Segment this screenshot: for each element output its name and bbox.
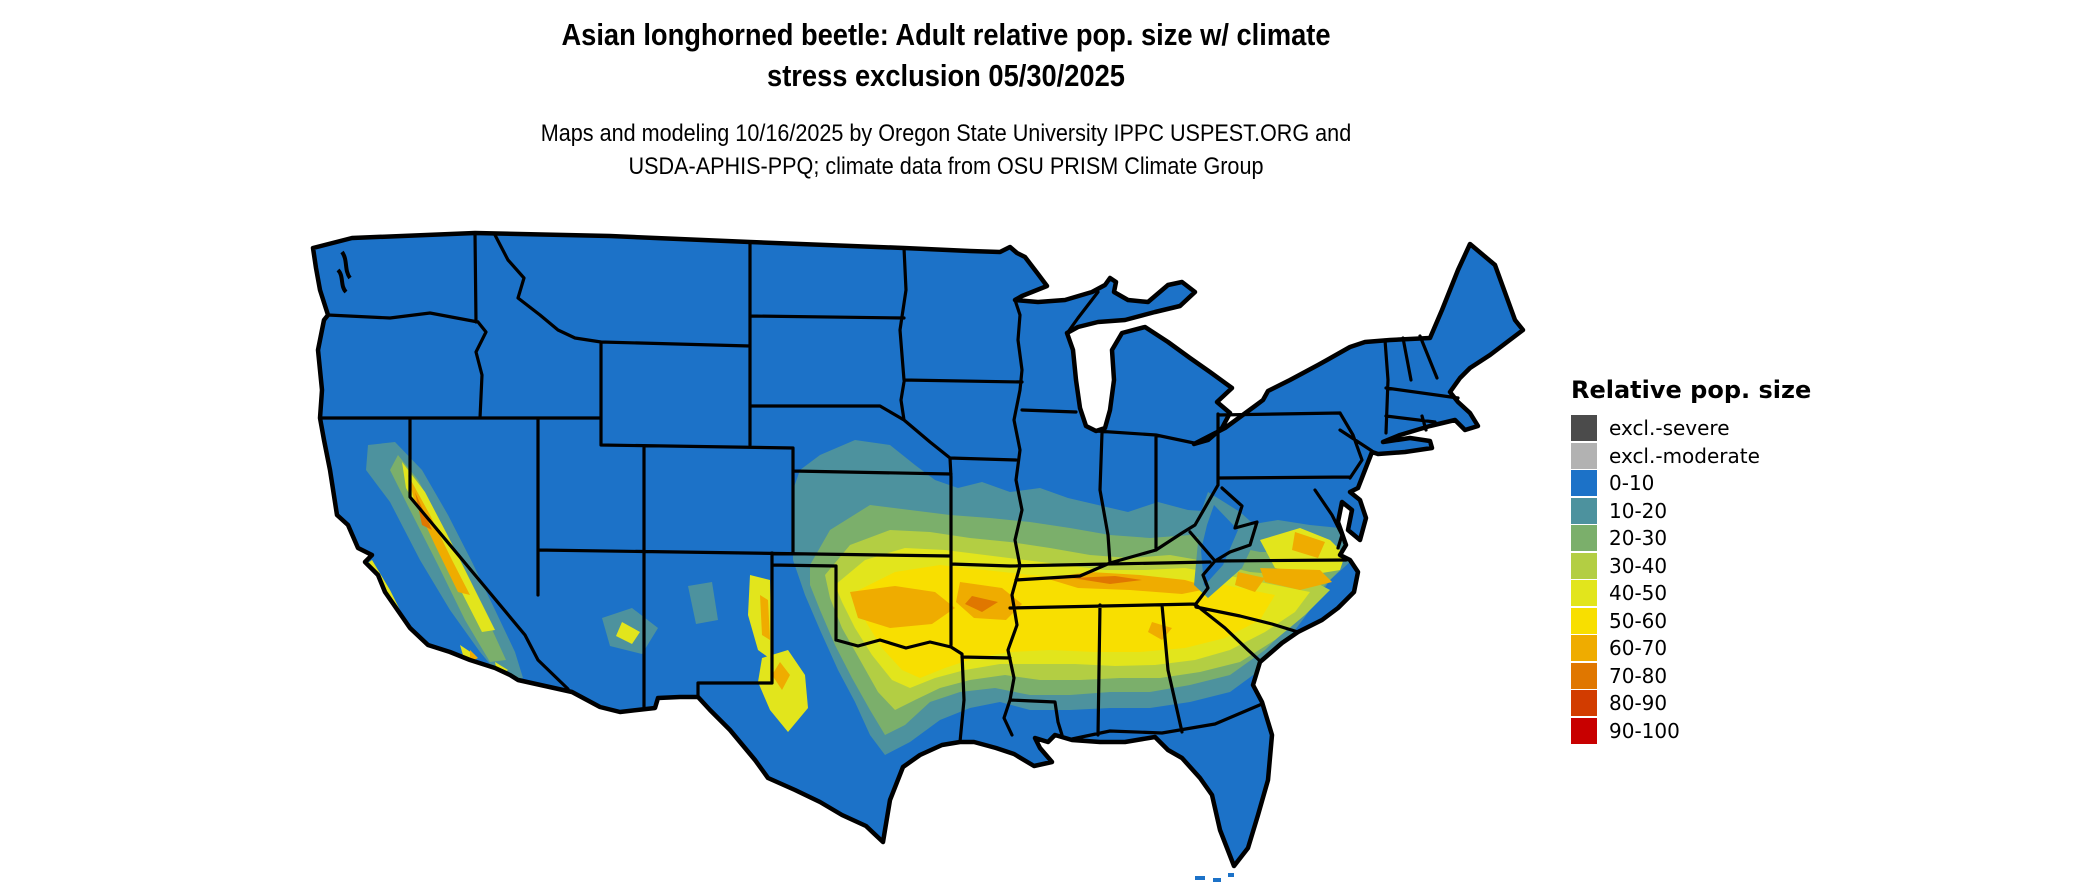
legend-item: 40-50 <box>1571 580 1811 606</box>
legend-swatch <box>1571 690 1597 716</box>
legend-item: 20-30 <box>1571 525 1811 551</box>
band-60-70-west-texas <box>772 662 790 690</box>
legend-item: 0-10 <box>1571 470 1811 496</box>
chart-title-line2: stress exclusion 05/30/2025 <box>767 58 1125 93</box>
legend-label: 20-30 <box>1609 526 1668 550</box>
legend-label: 80-90 <box>1609 691 1668 715</box>
legend-swatch <box>1571 552 1597 579</box>
band-70-80-arkansas <box>965 596 998 612</box>
legend-item: 30-40 <box>1571 552 1811 579</box>
legend-item: 90-100 <box>1571 717 1811 744</box>
legend-rows: excl.-severe excl.-moderate 0-10 10-20 20-30… <box>1571 415 1811 744</box>
legend-label: 40-50 <box>1609 581 1668 605</box>
legend-item: 80-90 <box>1571 690 1811 716</box>
chart-subtitle: Maps and modeling 10/16/2025 by Oregon S… <box>0 117 1892 183</box>
legend-swatch <box>1571 415 1597 441</box>
legend-swatch <box>1571 717 1597 744</box>
legend-label: 30-40 <box>1609 553 1668 578</box>
us-map-svg <box>310 230 1530 882</box>
band-60-70-carolina <box>1235 572 1265 592</box>
band-60-70-virginia <box>1292 532 1325 558</box>
chart-subtitle-line1: Maps and modeling 10/16/2025 by Oregon S… <box>540 120 1352 147</box>
california-orange-band <box>408 475 470 595</box>
legend-swatch <box>1571 442 1597 469</box>
legend-item: excl.-moderate <box>1571 442 1811 469</box>
puget-sound-detail <box>336 250 352 294</box>
chart-subtitle-line2: USDA-APHIS-PPQ; climate data from OSU PR… <box>628 153 1264 180</box>
us-population-map <box>310 230 1530 890</box>
california-yellow-band <box>402 462 495 632</box>
legend-label: excl.-severe <box>1609 416 1730 440</box>
legend-item: 10-20 <box>1571 497 1811 524</box>
chart-title-line1: Asian longhorned beetle: Adult relative … <box>561 17 1331 52</box>
state-borders <box>318 231 1460 744</box>
legend-label: 0-10 <box>1609 471 1655 495</box>
legend-item: 50-60 <box>1571 607 1811 634</box>
band-60-70-oklahoma <box>850 586 955 628</box>
legend-label: excl.-moderate <box>1609 443 1760 468</box>
band-60-70-alabama <box>1148 622 1172 640</box>
legend-label: 90-100 <box>1609 718 1680 743</box>
legend-swatch <box>1571 662 1597 689</box>
legend-label: 10-20 <box>1609 498 1668 523</box>
legend: Relative pop. size excl.-severe excl.-mod… <box>1571 376 1811 745</box>
legend-swatch <box>1571 580 1597 606</box>
legend-swatch <box>1571 497 1597 524</box>
band-40-50-new-mexico <box>748 575 772 660</box>
map-raster-bands <box>365 440 1362 755</box>
band-60-70-new-mexico <box>760 595 770 640</box>
legend-item: excl.-severe <box>1571 415 1811 441</box>
legend-title: Relative pop. size <box>1571 376 1812 404</box>
legend-label: 70-80 <box>1609 663 1668 688</box>
legend-item: 60-70 <box>1571 635 1811 661</box>
legend-label: 60-70 <box>1609 636 1668 660</box>
chart-title: Asian longhorned beetle: Adult relative … <box>0 14 1892 96</box>
legend-swatch <box>1571 470 1597 496</box>
band-70-80-tennessee <box>1072 576 1142 584</box>
legend-item: 70-80 <box>1571 662 1811 689</box>
new-mexico-teal-patch <box>688 582 718 624</box>
legend-swatch <box>1571 525 1597 551</box>
legend-swatch <box>1571 607 1597 634</box>
band-60-70-ne-north-carolina <box>1260 568 1332 590</box>
florida-keys <box>1195 873 1234 882</box>
arizona-yellow-patch <box>616 622 640 644</box>
legend-swatch <box>1571 635 1597 661</box>
legend-label: 50-60 <box>1609 608 1668 633</box>
